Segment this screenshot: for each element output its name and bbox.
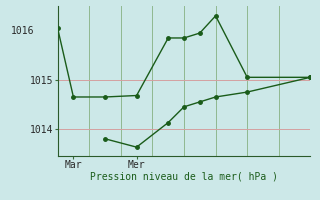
Text: 1016: 1016 <box>11 26 35 36</box>
X-axis label: Pression niveau de la mer( hPa ): Pression niveau de la mer( hPa ) <box>90 172 278 182</box>
